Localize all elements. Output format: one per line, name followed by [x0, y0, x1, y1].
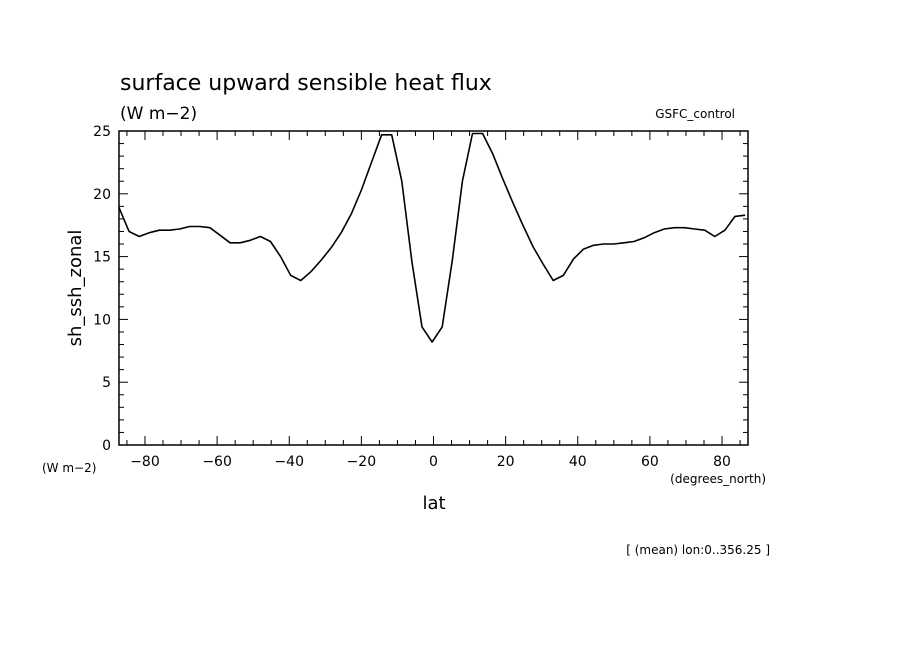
- chart-title: surface upward sensible heat flux: [120, 71, 492, 96]
- footnote: [ (mean) lon:0..356.25 ]: [626, 543, 770, 557]
- x-tick-label: 0: [429, 454, 438, 470]
- y-tick-label: 25: [93, 124, 111, 140]
- x-axis-label: lat: [422, 493, 445, 514]
- y-axis-label: sh_ssh_zonal: [65, 230, 86, 347]
- y-tick-label: 5: [102, 375, 111, 391]
- x-tick-label: 80: [713, 454, 731, 470]
- chart-subtitle: (W m−2): [120, 104, 197, 124]
- y-tick-label: 0: [102, 438, 111, 454]
- y-tick-label: 10: [93, 312, 111, 328]
- x-tick-label: 60: [641, 454, 659, 470]
- x-tick-label: 40: [569, 454, 587, 470]
- y-tick-label: 15: [93, 250, 111, 266]
- series-line: [118, 132, 746, 343]
- y-tick-labels: 0 5 10 15 20 25: [93, 124, 111, 454]
- x-tick-labels: −80 −60 −40 −20 0 20 40 60 80: [130, 454, 731, 470]
- x-tick-label: −40: [274, 454, 304, 470]
- x-tick-label: −80: [130, 454, 160, 470]
- x-tick-label: −60: [202, 454, 232, 470]
- x-units-label: (degrees_north): [670, 472, 766, 486]
- x-tick-label: 20: [497, 454, 515, 470]
- x-tick-label: −20: [347, 454, 377, 470]
- y-units-label: (W m−2): [42, 461, 96, 475]
- y-tick-label: 20: [93, 187, 111, 203]
- plot-frame: [118, 130, 749, 446]
- run-label: GSFC_control: [655, 107, 735, 121]
- axis-ticks: [119, 130, 748, 446]
